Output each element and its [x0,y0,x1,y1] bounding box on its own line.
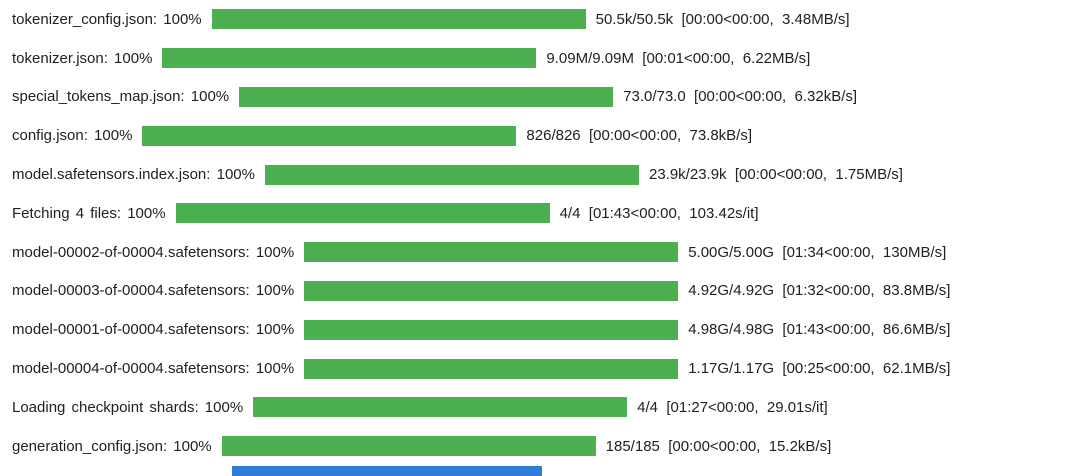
progress-bar-fill [253,397,628,418]
progress-bar-track [221,436,596,457]
progress-stats: 185/185 [00:00<00:00, 15.2kB/s] [605,437,832,455]
progress-label: special_tokens_map.json: 100% [12,88,230,106]
progress-bar-track [175,203,550,224]
progress-row: model-00004-of-00004.safetensors: 100% 1… [0,349,1080,388]
progress-bar-track [304,280,679,301]
progress-bar-fill [264,164,639,185]
progress-label: config.json: 100% [12,127,133,145]
progress-stats: 1.17G/1.17G [00:25<00:00, 62.1MB/s] [688,360,951,378]
progress-stats: 23.9k/23.9k [00:00<00:00, 1.75MB/s] [648,166,903,184]
progress-stats: 73.0/73.0 [00:00<00:00, 6.32kB/s] [623,88,858,106]
progress-row: model-00003-of-00004.safetensors: 100% 4… [0,272,1080,311]
progress-row: tokenizer_config.json: 100% 50.5k/50.5k … [0,0,1080,39]
progress-label: model-00001-of-00004.safetensors: 100% [12,321,295,339]
progress-bar-fill [221,436,596,457]
progress-bar-track [253,397,628,418]
progress-bar-fill [304,319,679,340]
progress-bar-track [264,164,639,185]
progress-bar-track [239,86,614,107]
progress-bar-fill [239,86,614,107]
progress-bar-fill [211,9,586,30]
progress-row: config.json: 100% 826/826 [00:00<00:00, … [0,116,1080,155]
progress-label: tokenizer.json: 100% [12,49,153,67]
progress-row: model-00002-of-00004.safetensors: 100% 5… [0,233,1080,272]
in-progress-bar-track [232,466,606,476]
progress-stats: 4/4 [01:43<00:00, 103.42s/it] [559,204,759,222]
progress-label: model.safetensors.index.json: 100% [12,166,255,184]
progress-row: Fetching 4 files: 100% 4/4 [01:43<00:00,… [0,194,1080,233]
progress-bar-track [304,319,679,340]
progress-label: tokenizer_config.json: 100% [12,10,202,28]
progress-bar-track [142,125,517,146]
progress-label: generation_config.json: 100% [12,437,212,455]
in-progress-bar-fill [232,466,543,476]
progress-bar-fill [175,203,550,224]
progress-row: model-00001-of-00004.safetensors: 100% 4… [0,310,1080,349]
progress-label: model-00004-of-00004.safetensors: 100% [12,360,295,378]
progress-row: Loading checkpoint shards: 100% 4/4 [01:… [0,388,1080,427]
progress-bar-fill [304,280,679,301]
progress-stats: 50.5k/50.5k [00:00<00:00, 3.48MB/s] [595,10,850,28]
progress-label: model-00002-of-00004.safetensors: 100% [12,243,295,261]
progress-stats: 9.09M/9.09M [00:01<00:00, 6.22MB/s] [546,49,811,67]
progress-bar-fill [304,242,679,263]
progress-row: model.safetensors.index.json: 100% 23.9k… [0,155,1080,194]
progress-row: special_tokens_map.json: 100% 73.0/73.0 … [0,78,1080,117]
progress-row: tokenizer.json: 100% 9.09M/9.09M [00:01<… [0,39,1080,78]
progress-bar-track [162,48,537,69]
progress-stats: 5.00G/5.00G [01:34<00:00, 130MB/s] [688,243,947,261]
progress-label: Fetching 4 files: 100% [12,204,166,222]
progress-stats: 4.92G/4.92G [01:32<00:00, 83.8MB/s] [688,282,951,300]
progress-stats: 4/4 [01:27<00:00, 29.01s/it] [637,398,828,416]
progress-bar-track [304,358,679,379]
progress-bar-fill [162,48,537,69]
progress-bar-track [211,9,586,30]
progress-label: Loading checkpoint shards: 100% [12,398,244,416]
progress-bar-fill [142,125,517,146]
progress-label: model-00003-of-00004.safetensors: 100% [12,282,295,300]
progress-bar-track [304,242,679,263]
progress-bar-fill [304,358,679,379]
progress-stats: 4.98G/4.98G [01:43<00:00, 86.6MB/s] [688,321,951,339]
progress-row: generation_config.json: 100% 185/185 [00… [0,427,1080,466]
progress-stats: 826/826 [00:00<00:00, 73.8kB/s] [526,127,753,145]
